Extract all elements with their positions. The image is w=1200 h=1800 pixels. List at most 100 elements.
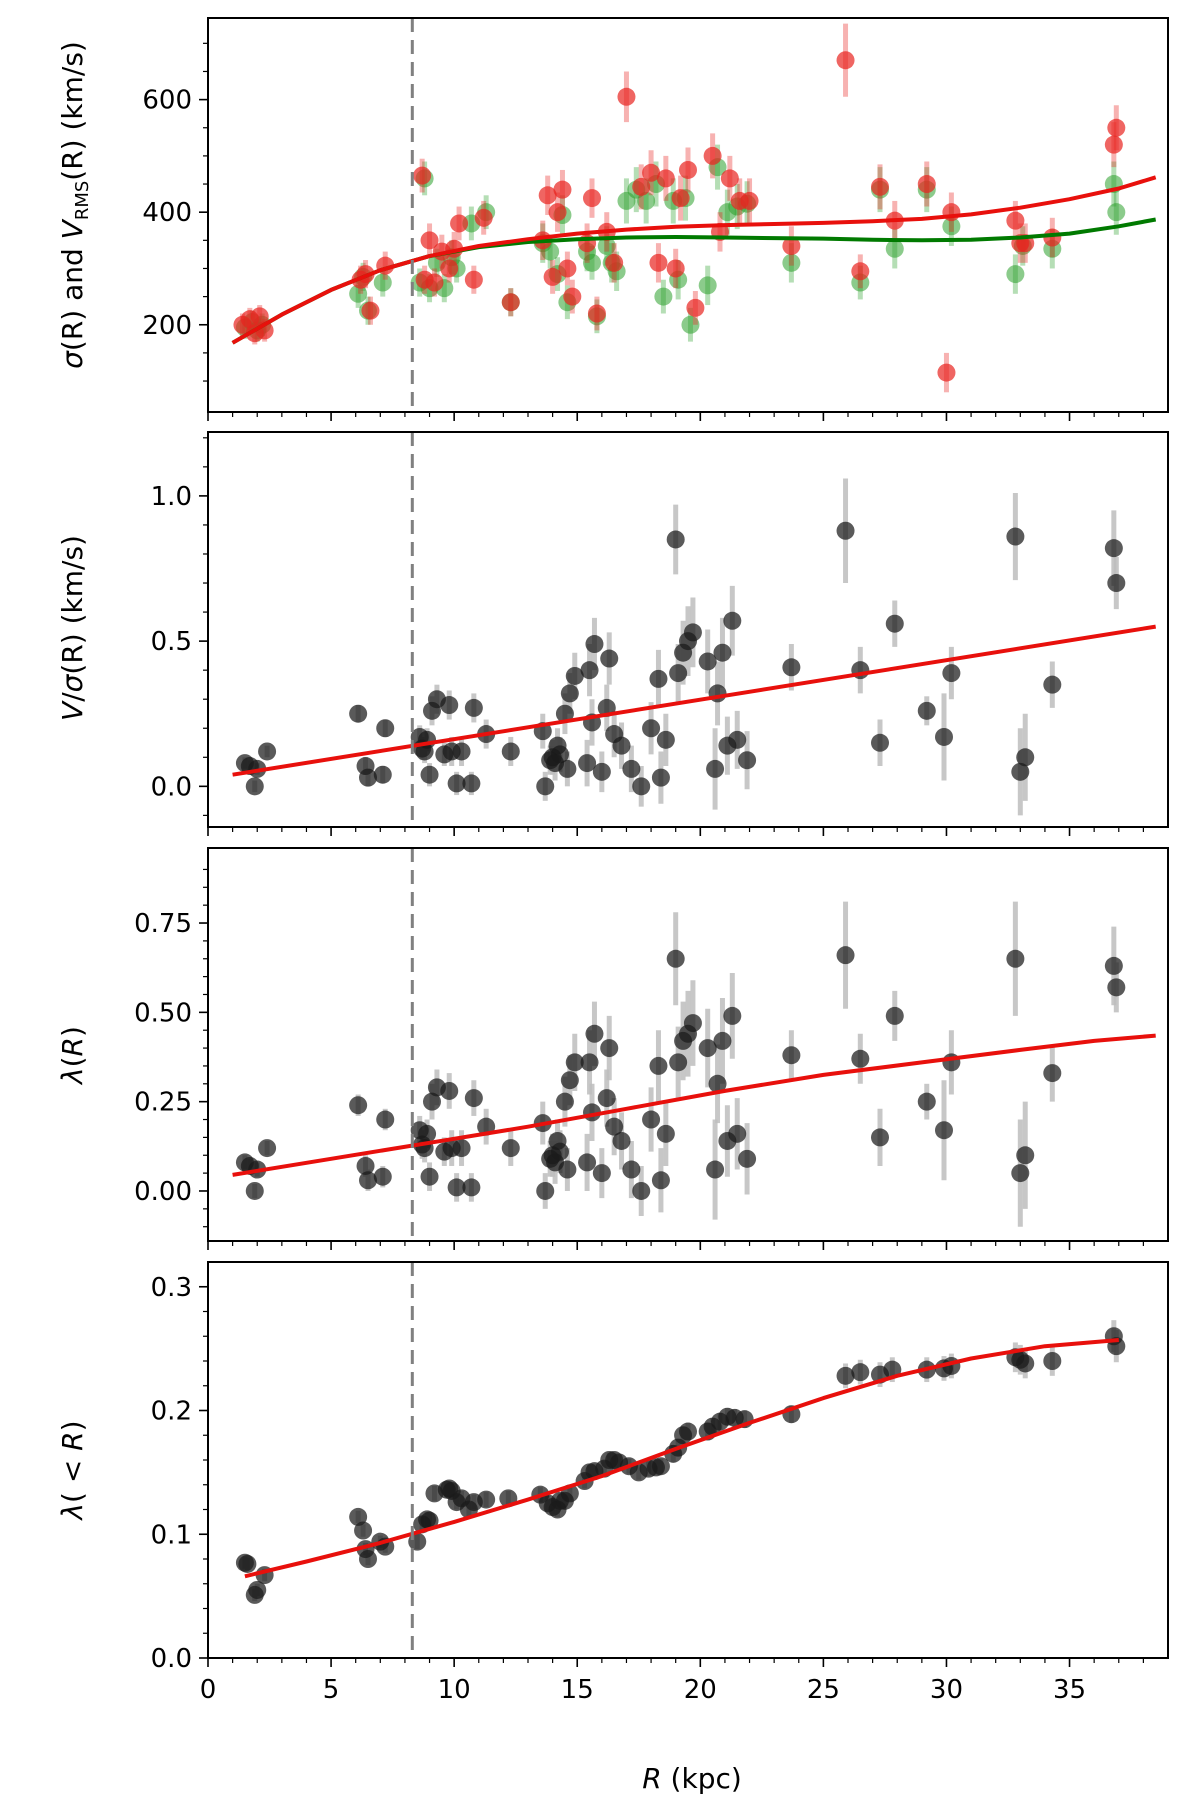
data-point-v-sigma — [462, 774, 481, 793]
data-point-lambda-r- — [356, 1156, 375, 1175]
data-point-v-sigma — [713, 643, 732, 662]
data-point-lambda-r- — [885, 1006, 904, 1025]
x-tick-label: 30 — [930, 1675, 963, 1705]
data-point-v-sigma — [420, 765, 439, 784]
data-point-v-sigma — [1107, 574, 1126, 593]
data-point-lambda-r- — [418, 1124, 437, 1143]
data-point-v-sigma — [728, 730, 747, 749]
ylabel-sigma: σ(R) and VRMS(R) (km/s) — [56, 41, 93, 369]
data-point-v-rms-r- — [937, 363, 956, 382]
ylabel-vsigma: V/σ(R) (km/s) — [56, 535, 89, 721]
data-point-v-rms-r- — [583, 189, 601, 208]
data-point-lambda-r- — [248, 1580, 267, 1599]
data-point-lambda-r- — [836, 946, 855, 965]
data-point-v-rms-r- — [548, 203, 567, 222]
data-point-v-sigma — [555, 704, 574, 723]
data-point-v-rms-r- — [474, 208, 493, 227]
data-point-v-rms-r- — [703, 146, 722, 165]
data-point-v-rms-r- — [413, 166, 432, 185]
data-point-v-sigma — [580, 661, 599, 680]
data-point-sigma-r- — [597, 236, 616, 255]
data-point-lambda-r- — [462, 1178, 481, 1197]
data-point-lambda-r- — [585, 1024, 604, 1043]
data-point-v-sigma — [1006, 527, 1025, 546]
data-point-sigma-r- — [698, 276, 717, 295]
data-point-v-sigma — [1011, 762, 1030, 781]
data-point-v-sigma — [1016, 748, 1035, 767]
data-point-v-sigma — [656, 730, 675, 749]
data-point-v-sigma — [738, 751, 757, 770]
data-point-v-sigma — [917, 701, 936, 720]
data-point-v-rms-r- — [587, 304, 606, 323]
data-point-v-sigma — [885, 614, 904, 633]
data-point-lambda-r- — [447, 1178, 466, 1197]
data-point-lambda-r- — [605, 1117, 624, 1136]
data-point-lambda-r- — [349, 1096, 368, 1115]
data-point-lambda-r- — [592, 1164, 611, 1183]
panel-sigma-vrms: 200 400 600 — [142, 17, 1169, 421]
axes-frame — [207, 1261, 1169, 1659]
data-point-lambda-r- — [452, 1139, 471, 1158]
data-point-v-rms-r- — [617, 87, 636, 106]
data-point-v-rms-r- — [656, 169, 675, 188]
data-point-v-sigma — [592, 762, 611, 781]
data-point-v-sigma — [1043, 675, 1062, 694]
data-point-lambda-r- — [1016, 1354, 1035, 1373]
data-point-sigma-r- — [654, 287, 673, 306]
data-point-v-sigma — [464, 698, 483, 717]
data-point-lambda-r- — [440, 1081, 459, 1100]
y-tick-label: 600 — [142, 86, 192, 116]
data-point-lambda-r- — [728, 1124, 747, 1143]
data-point-v-sigma — [258, 742, 277, 761]
data-point-lambda-r- — [782, 1046, 801, 1065]
ylabel-lambda-cum: λ( < R) — [56, 1420, 89, 1521]
x-tick-label: 20 — [684, 1675, 717, 1705]
data-point-v-sigma — [723, 611, 742, 630]
data-point-lambda-r- — [420, 1511, 439, 1530]
data-point-v-sigma — [649, 669, 668, 688]
vrms-fit-line — [231, 175, 1157, 345]
axes-frame — [207, 847, 1169, 1242]
data-point-lambda-r- — [622, 1160, 641, 1179]
data-point-v-sigma — [349, 704, 368, 723]
x-tick-label: 10 — [438, 1675, 471, 1705]
data-point-v-rms-r- — [1104, 135, 1123, 154]
data-point-lambda-r- — [649, 1056, 668, 1075]
y-tick-label: 0.2 — [151, 1397, 192, 1427]
data-point-v-rms-r- — [1107, 118, 1126, 137]
y-tick-label: 200 — [142, 311, 192, 341]
data-point-v-sigma — [558, 759, 577, 778]
data-point-v-rms-r- — [563, 287, 582, 306]
data-point-lambda-r- — [1104, 956, 1123, 975]
data-point-v-rms-r- — [642, 163, 661, 182]
data-point-v-sigma — [669, 664, 688, 683]
data-point-v-sigma — [359, 768, 377, 787]
data-point-v-rms-r- — [679, 160, 697, 179]
data-point-v-rms-r- — [871, 177, 889, 196]
data-point-lambda-r- — [642, 1110, 661, 1129]
data-point-lambda-r- — [578, 1153, 597, 1172]
data-point-v-sigma — [447, 774, 466, 793]
data-point-lambda-r- — [477, 1490, 496, 1509]
y-tick-label: 0.5 — [151, 627, 192, 657]
data-point-v-rms-r- — [558, 259, 577, 278]
data-point-v-sigma — [560, 684, 579, 703]
data-point-sigma-r- — [637, 191, 656, 210]
y-tick-label: 0.3 — [151, 1273, 192, 1303]
y-tick-label: 0.1 — [151, 1520, 192, 1550]
y-tick-label: 0.0 — [151, 772, 192, 802]
data-point-lambda-r- — [836, 1366, 855, 1385]
data-point-lambda-r- — [851, 1049, 870, 1068]
data-point-v-sigma — [612, 736, 631, 755]
data-point-v-rms-r- — [440, 259, 459, 278]
data-point-v-rms-r- — [671, 189, 690, 208]
data-point-v-rms-r- — [686, 298, 705, 317]
data-point-v-sigma — [642, 719, 661, 738]
data-point-v-rms-r- — [1043, 228, 1062, 247]
data-point-v-sigma — [698, 652, 717, 671]
x-tick-label: 25 — [807, 1675, 840, 1705]
data-point-lambda-r- — [354, 1521, 373, 1540]
data-point-v-sigma — [632, 777, 651, 796]
data-point-sigma-r- — [942, 217, 961, 236]
